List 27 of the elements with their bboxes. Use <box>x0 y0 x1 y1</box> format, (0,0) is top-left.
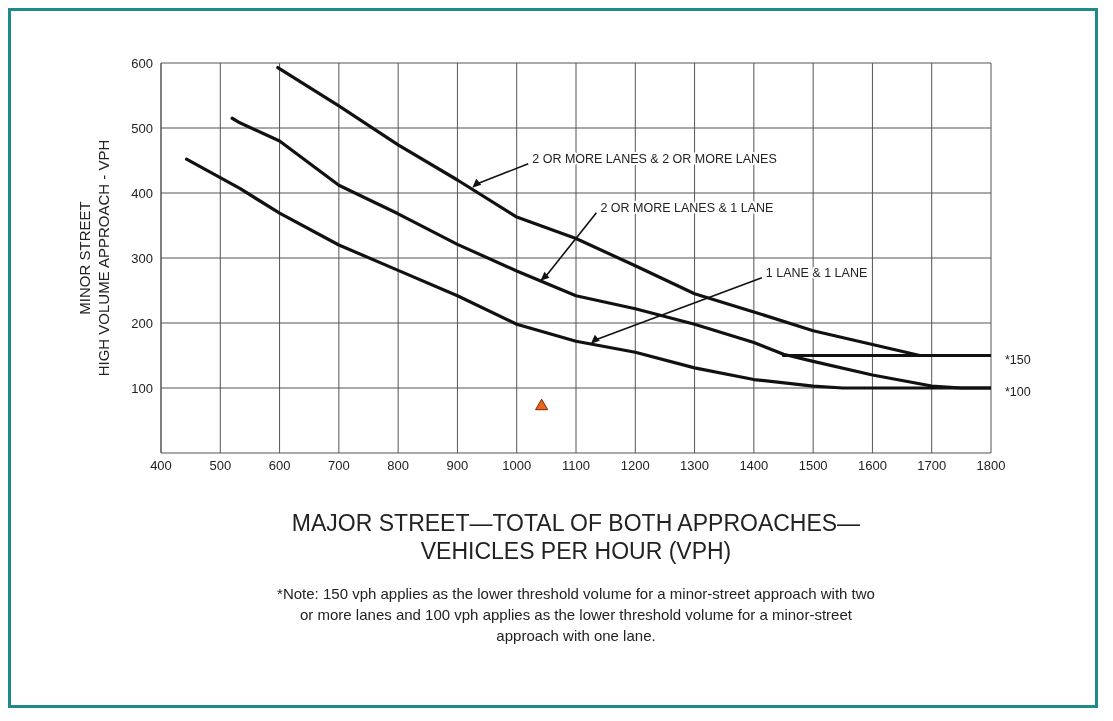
x-tick-label: 500 <box>209 458 232 474</box>
x-tick-label: 1400 <box>739 458 769 474</box>
x-tick-label: 800 <box>387 458 409 474</box>
x-tick-label: 1500 <box>798 458 828 474</box>
x-tick-label: 400 <box>150 458 172 474</box>
x-tick-label: 1000 <box>502 458 532 474</box>
y-tick-label: 400 <box>131 185 153 201</box>
y-tick-label: 300 <box>131 250 153 266</box>
text: *Note: 150 vph applies as the lower threshold volume for a minor-street approach with two or more lanes and 100 vph applies as the lower threshold volume for a minor-street approach with one lane. <box>276 584 876 646</box>
x-tick-label: 1600 <box>857 458 887 474</box>
x-tick-label: 1100 <box>562 458 590 474</box>
x-axis-title: MAJOR STREET—TOTAL OF BOTH APPROACHES— VEHICLES PER HOUR (VPH) <box>290 509 862 565</box>
x-tick-label: 900 <box>446 458 469 474</box>
y-tick-label: 100 <box>131 380 153 396</box>
annotation: *150 <box>1005 352 1031 367</box>
y-axis-title: MINOR STREET HIGH VOLUME APPROACH - VPH <box>76 139 112 377</box>
x-tick-label: 1200 <box>620 458 650 474</box>
x-tick-label: 600 <box>268 458 291 474</box>
x-tick-label: 1300 <box>680 458 710 474</box>
y-tick-label: 600 <box>131 55 153 71</box>
x-tick-label: 700 <box>328 458 350 474</box>
annotation: *100 <box>1005 385 1031 400</box>
annotation: 1 LANE & 1 LANE <box>765 266 868 281</box>
y-tick-label: 200 <box>131 315 153 331</box>
y-tick-label: 500 <box>131 120 153 136</box>
x-tick-label: 1800 <box>976 458 1006 474</box>
x-tick-label: 1700 <box>917 458 947 474</box>
